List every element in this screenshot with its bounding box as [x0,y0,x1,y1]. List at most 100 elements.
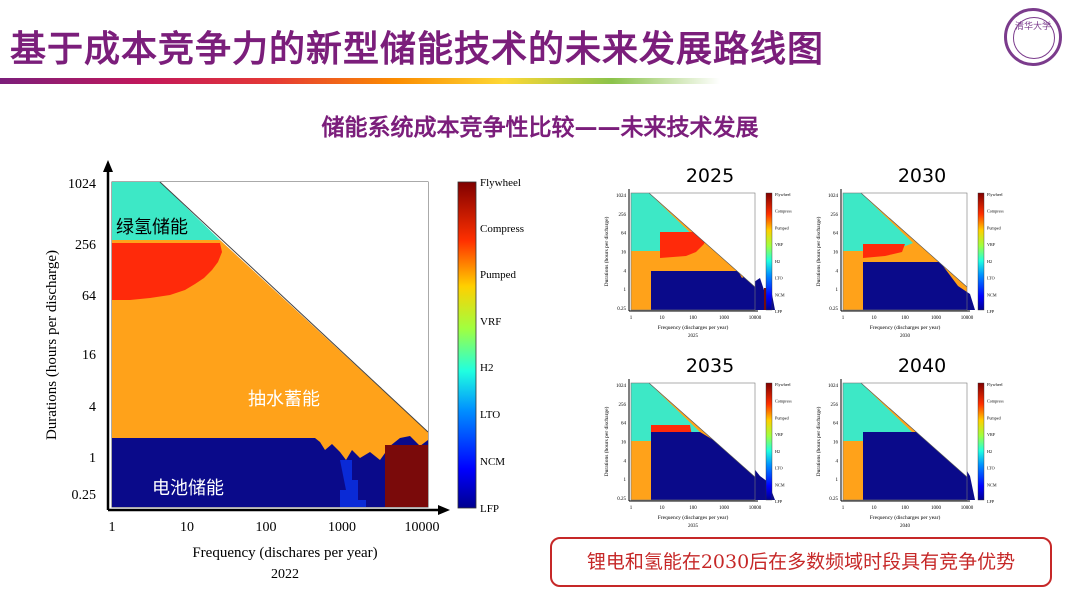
small-chart-year: 2025 [685,165,735,187]
xtick: 10 [180,520,194,535]
small-boundary [648,382,756,478]
small-legend-label: LFP [775,309,783,314]
legend-label: LFP [480,503,499,515]
small-ytick: 4 [836,269,839,274]
small-ytick: 0.25 [829,497,838,502]
small-ytick: 1 [624,288,627,293]
small-xlabel: Frequency (discharges per year) [658,324,729,331]
small-ytick: 64 [621,232,627,237]
small-xtick: 10 [660,316,666,321]
ytick: 256 [75,238,96,253]
small-legend-label: Pumped [775,415,790,420]
small-legend-label: LTO [775,276,783,281]
small-plot-frame [630,192,756,311]
small-plot-frame [630,382,756,501]
small-legend-label: NCM [775,292,785,297]
label-battery: 电池储能 [152,478,224,499]
legend-label: NCM [480,456,505,468]
small-xtick: 1 [630,506,633,511]
y-axis-arrow [103,160,113,172]
small-ytick: 1024 [616,384,627,389]
small-ylabel: Durations (hours per discharge) [815,216,822,286]
small-ytick: 4 [624,269,627,274]
x-ticks: 1 10 100 1000 10000 [109,520,440,535]
small-legend-label: VRF [775,242,784,247]
small-ytick: 1 [836,288,839,293]
small-legend-label: Flywheel [775,192,791,197]
small-xtick: 100 [689,316,697,321]
small-legend-label: VRF [987,432,996,437]
small-chart-2025: 1024 256 64 16 4 1 0.25 1 10 100 1000 10000 Frequenc… [603,189,792,339]
small-ytick: 1 [836,478,839,483]
small-legend-label: Compress [987,209,1004,214]
small-xtick: 1 [842,506,845,511]
university-logo: 清华大学 [1004,8,1062,66]
small-ytick: 16 [621,251,627,256]
small-chart-year: 2030 [897,165,947,187]
small-xtick: 1000 [719,316,730,321]
small-legend-label: H2 [987,259,992,264]
ytick: 16 [82,348,96,363]
small-region-battery [651,271,775,310]
legend-label: LTO [480,409,500,421]
small-plot-frame [842,192,968,311]
small-legend-label: Flywheel [775,382,791,387]
small-caption: 2035 [688,524,699,529]
small-colorbar [977,192,985,311]
ytick: 1 [89,451,96,466]
colorbar-labels: Flywheel Compress Pumped VRF H2 LTO NCM … [480,177,524,515]
small-legend-label: H2 [775,449,780,454]
small-caption: 2040 [900,524,911,529]
small-ytick: 16 [833,251,839,256]
ytick: 64 [82,289,96,304]
small-xtick: 100 [901,316,909,321]
small-region-hydrogen [843,383,913,441]
legend-label: H2 [480,362,493,374]
small-xtick: 10 [872,506,878,511]
small-ytick: 256 [619,213,627,218]
small-ytick: 4 [836,459,839,464]
ytick: 0.25 [72,488,97,503]
legend-label: Compress [480,223,524,235]
xtick: 1000 [328,520,356,535]
small-ytick: 256 [619,403,627,408]
small-ytick: 1 [624,478,627,483]
small-legend-label: NCM [775,482,785,487]
small-chart-2030: 1024 256 64 16 4 1 0.25 1 10 100 1000 10000 Frequenc… [815,189,1004,339]
small-legend-label: H2 [987,449,992,454]
small-xtick: 10 [872,316,878,321]
section-subtitle: 储能系统成本竞争性比较——未来技术发展 [321,115,759,141]
small-legend-label: LTO [775,466,783,471]
small-legend-label: LTO [987,466,995,471]
main-chart: 1024 256 64 16 4 1 0.25 1 10 100 1000 10… [44,160,524,582]
small-xtick: 10000 [749,316,762,321]
small-ytick: 16 [621,441,627,446]
small-legend-label: Pumped [987,225,1002,230]
small-region-hydrogen [843,193,913,251]
small-legend-label: VRF [775,432,784,437]
small-ytick: 1024 [828,384,839,389]
small-ytick: 0.25 [617,497,626,502]
small-chart-year: 2035 [685,355,735,377]
small-xtick: 10000 [749,506,762,511]
x-axis-arrow [438,505,450,515]
small-ytick: 0.25 [829,307,838,312]
small-boundary [860,382,968,478]
small-xtick: 100 [689,506,697,511]
small-xlabel: Frequency (discharges per year) [870,324,941,331]
small-caption: 2025 [688,334,699,339]
small-xtick: 1000 [931,506,942,511]
page-title: 基于成本竞争力的新型储能技术的未来发展路线图 [10,29,825,70]
logo-text: 清华大学 [1014,22,1051,32]
small-ylabel: Durations (hours per discharge) [603,216,610,286]
small-legend-label: Pumped [775,225,790,230]
small-ytick: 1024 [828,194,839,199]
region-ncm [340,460,366,507]
label-hydrogen: 绿氢储能 [116,217,188,238]
ytick: 1024 [68,177,96,192]
small-xtick: 10000 [961,316,974,321]
xtick: 1 [109,520,116,535]
small-legend-label: VRF [987,242,996,247]
y-ticks: 1024 256 64 16 4 1 0.25 [68,177,96,503]
small-ytick: 256 [831,403,839,408]
